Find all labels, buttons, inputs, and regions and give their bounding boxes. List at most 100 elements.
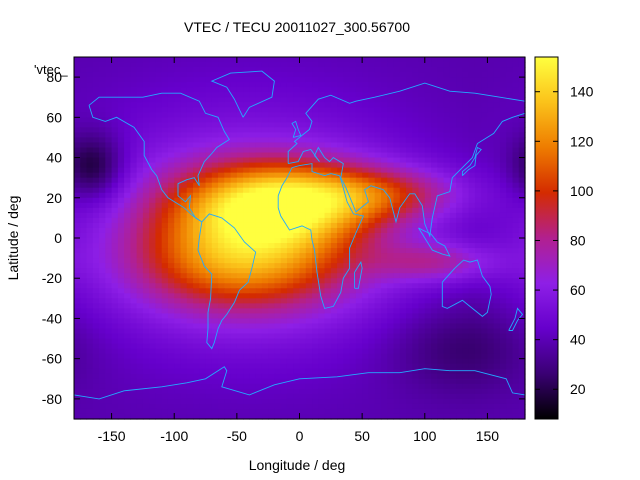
heatmap-cell [199, 112, 207, 118]
heatmap-cell [518, 273, 526, 279]
heatmap-cell [355, 122, 363, 128]
heatmap-cell [368, 283, 376, 289]
heatmap-cell [186, 393, 194, 400]
heatmap-cell [474, 263, 482, 269]
heatmap-cell [412, 323, 420, 330]
heatmap-cell [418, 338, 426, 345]
heatmap-cell [512, 268, 520, 274]
heatmap-cell [268, 127, 276, 134]
heatmap-cell [468, 353, 476, 360]
heatmap-cell [393, 132, 401, 139]
heatmap-cell [230, 358, 238, 365]
heatmap-cell [493, 177, 501, 184]
heatmap-cell [355, 137, 363, 144]
heatmap-cell [255, 112, 263, 118]
heatmap-cell [393, 212, 401, 219]
heatmap-cell [186, 177, 194, 184]
heatmap-cell [349, 318, 357, 325]
heatmap-cell [337, 202, 344, 209]
heatmap-cell [468, 258, 476, 264]
heatmap-cell [324, 202, 332, 209]
heatmap-cell [481, 338, 489, 345]
heatmap-cell [293, 192, 301, 199]
heatmap-cell [424, 258, 432, 264]
heatmap-cell [92, 72, 100, 78]
heatmap-cell [218, 403, 225, 410]
heatmap-cell [174, 117, 182, 123]
heatmap-cell [330, 368, 338, 375]
heatmap-cell [362, 373, 369, 380]
heatmap-cell [368, 298, 376, 304]
heatmap-cell [111, 333, 119, 340]
heatmap-cell [255, 338, 263, 345]
heatmap-cell [318, 303, 326, 309]
heatmap-cell [130, 102, 138, 108]
heatmap-cell [117, 378, 125, 385]
heatmap-cell [236, 142, 244, 149]
heatmap-cell [349, 152, 357, 159]
heatmap-cell [312, 102, 319, 108]
heatmap-cell [512, 273, 520, 279]
heatmap-cell [374, 152, 382, 159]
heatmap-cell [130, 217, 138, 224]
heatmap-cell [99, 137, 106, 144]
heatmap-cell [174, 57, 182, 63]
heatmap-cell [506, 87, 514, 93]
heatmap-cell [243, 182, 250, 189]
heatmap-cell [393, 207, 401, 214]
heatmap-cell [449, 62, 457, 68]
heatmap-cell [474, 243, 482, 249]
heatmap-cell [343, 288, 351, 294]
heatmap-cell [330, 243, 338, 249]
heatmap-cell [324, 162, 332, 169]
heatmap-cell [230, 122, 238, 128]
heatmap-cell [474, 182, 482, 189]
heatmap-cell [218, 303, 225, 309]
heatmap-cell [293, 167, 301, 174]
heatmap-cell [312, 298, 319, 304]
heatmap-cell [462, 97, 470, 103]
heatmap-cell [99, 323, 106, 330]
heatmap-cell [474, 162, 482, 169]
heatmap-cell [349, 82, 357, 88]
heatmap-cell [355, 388, 363, 395]
heatmap-cell [412, 393, 420, 400]
heatmap-cell [493, 217, 501, 224]
heatmap-cell [74, 212, 81, 219]
heatmap-cell [274, 167, 282, 174]
heatmap-cell [368, 122, 376, 128]
heatmap-cell [474, 283, 482, 289]
heatmap-cell [305, 167, 313, 174]
heatmap-cell [105, 243, 113, 249]
heatmap-cell [218, 207, 225, 214]
heatmap-cell [374, 67, 382, 73]
heatmap-cell [274, 187, 282, 194]
heatmap-cell [130, 107, 138, 113]
heatmap-cell [362, 333, 369, 340]
heatmap-cell [380, 232, 388, 239]
heatmap-cell [142, 298, 150, 304]
heatmap-cell [155, 348, 163, 355]
heatmap-cell [380, 222, 388, 229]
heatmap-cell [412, 263, 420, 269]
heatmap-cell [136, 368, 144, 375]
heatmap-cell [355, 348, 363, 355]
heatmap-cell [393, 303, 401, 309]
heatmap-cell [431, 323, 438, 330]
heatmap-cell [362, 248, 369, 254]
heatmap-cell [280, 72, 288, 78]
heatmap-cell [92, 147, 100, 154]
heatmap-cell [312, 313, 319, 320]
heatmap-cell [199, 313, 207, 320]
heatmap-cell [443, 167, 451, 174]
heatmap-cell [462, 117, 470, 123]
heatmap-cell [92, 343, 100, 350]
heatmap-cell [487, 323, 495, 330]
heatmap-cell [305, 313, 313, 320]
heatmap-cell [293, 152, 301, 159]
heatmap-cell [280, 343, 288, 350]
heatmap-cell [174, 258, 182, 264]
heatmap-cell [405, 107, 413, 113]
heatmap-cell [418, 398, 426, 405]
heatmap-cell [330, 222, 338, 229]
